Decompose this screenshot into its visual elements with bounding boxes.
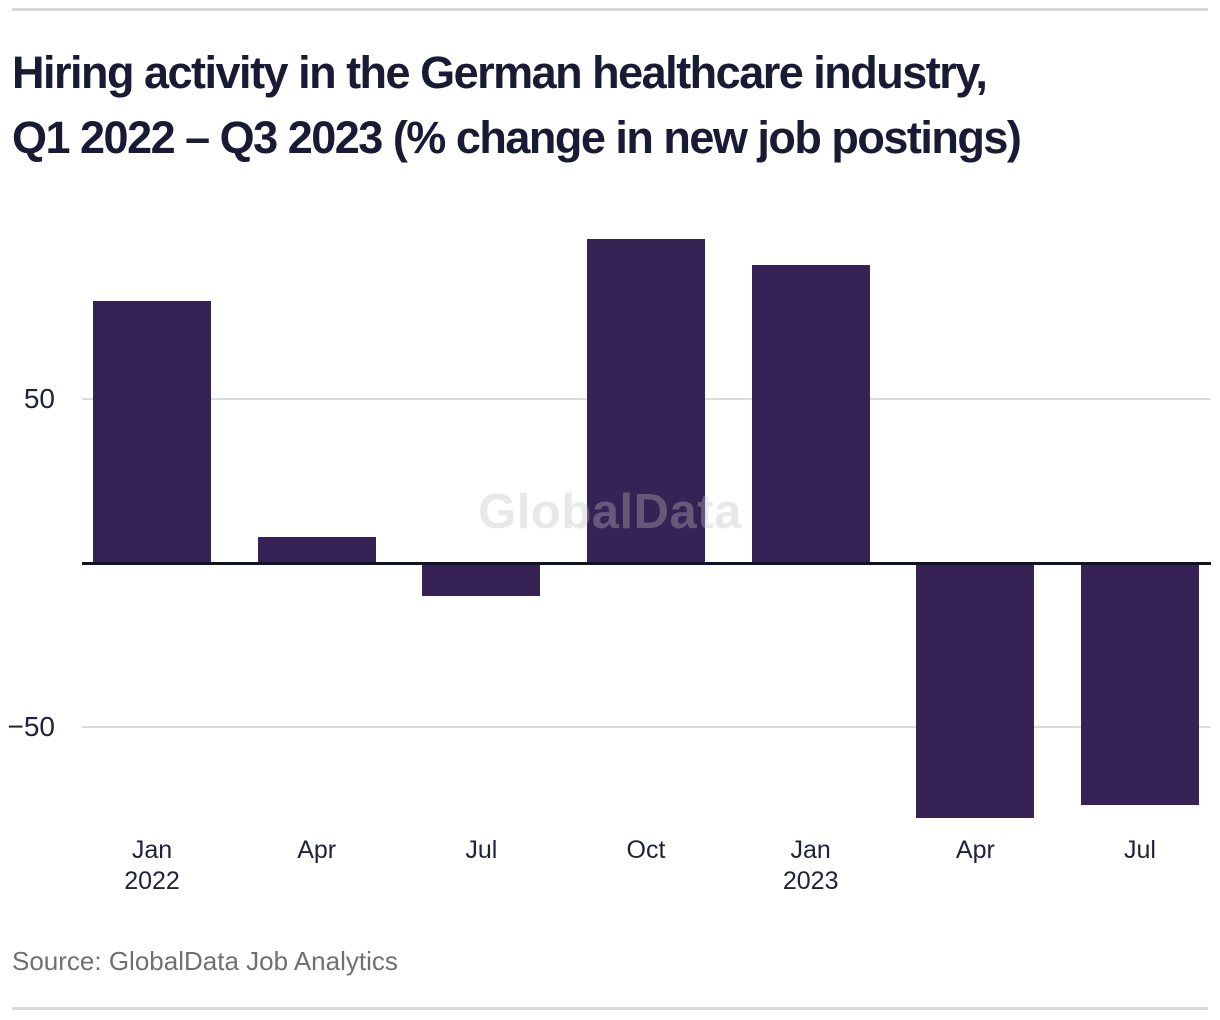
x-tick-label: Oct: [564, 835, 728, 866]
x-tick-label: Jan 2022: [70, 835, 234, 897]
x-tick-line: Jan: [131, 836, 173, 864]
bar-apr-2023: [916, 563, 1035, 819]
x-tick-label: Jul: [399, 835, 563, 866]
bar-jan-2023: [751, 265, 870, 563]
x-tick-line: Jul: [1124, 836, 1156, 864]
x-tick-line: Apr: [297, 836, 337, 864]
bar-jan-2022: [93, 301, 211, 563]
x-tick-line: Jan: [790, 836, 831, 864]
bar-jul-2022: [422, 563, 541, 596]
y-tick-label: −50: [7, 710, 56, 742]
x-tick-label: Jan 2023: [729, 835, 893, 897]
bottom-rule: [12, 1007, 1208, 1010]
source-text: Source: GlobalData Job Analytics: [12, 946, 398, 976]
chart-title-line1: Hiring activity in the German healthcare…: [12, 47, 988, 98]
bar-jul-2023: [1081, 563, 1200, 806]
x-tick-line: Oct: [626, 836, 666, 864]
x-tick-line: Apr: [955, 836, 995, 864]
x-tick-line: Jul: [465, 836, 498, 864]
gridline--50: [82, 725, 1211, 728]
chart-title: Hiring activity in the German healthcare…: [12, 40, 1212, 170]
bar-oct-2022: [587, 238, 705, 563]
x-tick-label: Apr: [893, 835, 1057, 866]
x-tick-label: Apr: [235, 835, 399, 866]
top-rule: [12, 8, 1208, 11]
chart-title-line2: Q1 2022 – Q3 2023 (% change in new job p…: [12, 112, 1022, 163]
zero-axis-line: [82, 561, 1211, 565]
x-tick-label: Jul: [1058, 835, 1220, 866]
x-tick-line: 2023: [782, 867, 839, 895]
x-tick-line: 2022: [124, 867, 180, 895]
bar-apr-2022: [257, 536, 376, 563]
y-tick-label: 50: [23, 383, 55, 415]
